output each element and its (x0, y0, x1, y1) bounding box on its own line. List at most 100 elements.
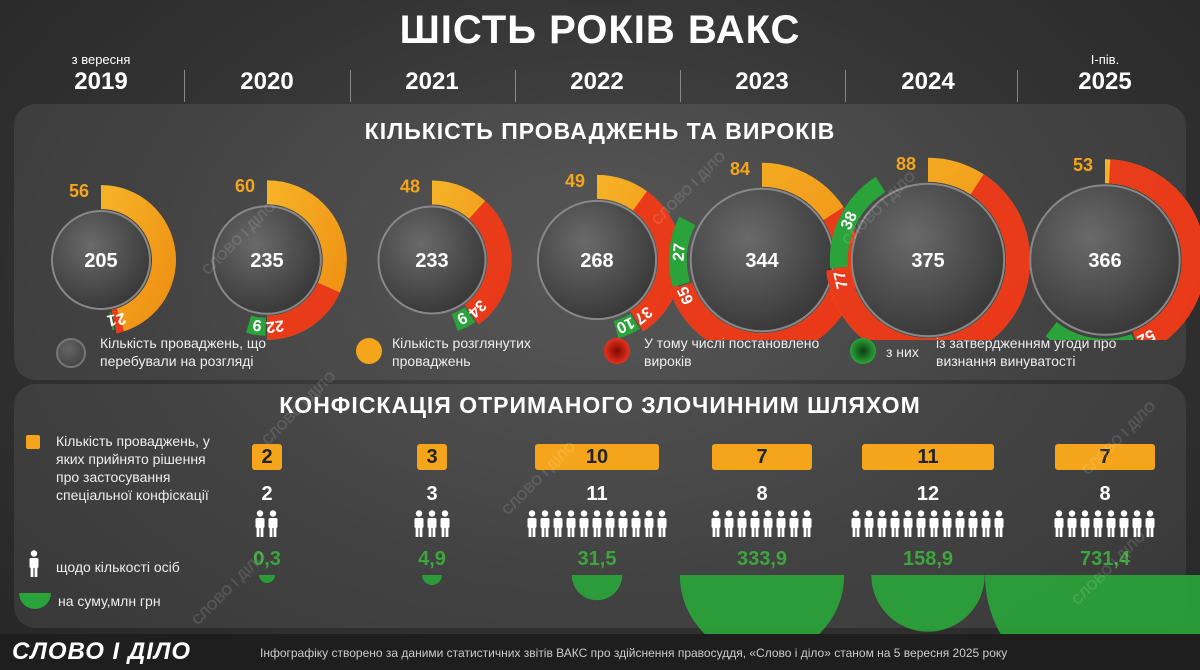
agreements-value: 9 (252, 316, 263, 334)
year-label-2023: 2023 (682, 52, 842, 100)
year-label-2024: 2024 (848, 52, 1008, 100)
year-value: 2020 (240, 68, 294, 95)
agreements-arc (829, 176, 886, 269)
person-icon (592, 510, 601, 537)
agreements-value: 1 (105, 310, 117, 328)
person-icons (527, 510, 666, 537)
person-icon (929, 510, 939, 537)
pending-value: 235 (250, 250, 283, 272)
person-icon (1067, 510, 1077, 537)
year-label-2022: 2022 (517, 52, 677, 100)
footer: СЛОВО І ДІЛО Інфографіку створено за дан… (0, 634, 1200, 670)
verdicts-value: 65 (675, 283, 698, 306)
person-icon (724, 510, 734, 537)
section-title-cases: КІЛЬКІСТЬ ПРОВАДЖЕНЬ ТА ВИРОКІВ (364, 118, 836, 144)
year-value: 2023 (735, 68, 789, 95)
person-icon (750, 510, 760, 537)
sum-semicircle-2024 (871, 575, 985, 632)
cases-box: 7 (712, 444, 812, 470)
section-title-confiscation: КОНФІСКАЦІЯ ОТРИМАНОГО ЗЛОЧИННИМ ШЛЯХОМ (279, 392, 921, 418)
person-icon (942, 510, 952, 537)
person-icon (1054, 510, 1064, 537)
year-value: 2025 (1078, 68, 1132, 95)
year-value: 2019 (74, 68, 128, 95)
conf-sum-label: на суму,млн грн (58, 593, 161, 609)
persons-count: 3 (426, 483, 438, 505)
year-label-2019: з вересня 2019 (21, 52, 181, 100)
persons-count: 8 (1099, 483, 1111, 505)
year-rings-2024: 375 88 77 38 (826, 154, 1031, 340)
year-label-2021: 2021 (352, 52, 512, 100)
conf-cases-label: Кількість проваджень, у яких прийнято рі… (56, 433, 210, 503)
semicircle-icon (19, 593, 51, 609)
person-icon (802, 510, 812, 537)
year-value: 2021 (405, 68, 459, 95)
person-icon (29, 550, 39, 577)
person-icon (527, 510, 536, 537)
sum-value: 31,5 (577, 548, 617, 570)
person-icon (763, 510, 773, 537)
pending-value: 233 (415, 250, 448, 272)
person-icon (890, 510, 900, 537)
year-label-2025: І-пів. 2025 (1025, 52, 1185, 100)
person-icon (618, 510, 627, 537)
agreements-arc (613, 313, 640, 339)
person-icon (255, 510, 265, 537)
page-title: ШІСТЬ РОКІВ ВАКС (399, 8, 801, 52)
agreements-arc (451, 307, 476, 331)
person-icon (631, 510, 640, 537)
year-separator (514, 70, 516, 102)
person-icon (1119, 510, 1129, 537)
person-icon (737, 510, 747, 537)
year-rings-2020: 235 60 229 (212, 176, 347, 340)
persons-count: 11 (586, 483, 608, 505)
cases-box: 11 (862, 444, 994, 470)
pending-circle (212, 205, 322, 315)
person-icon (789, 510, 799, 537)
person-icon (1093, 510, 1103, 537)
verdicts-arc (630, 191, 683, 332)
person-icon (427, 510, 436, 537)
legend-verdicts-icon (604, 338, 630, 364)
verdicts-arc (111, 308, 125, 334)
verdicts-arc (267, 282, 340, 340)
considered-value: 49 (565, 171, 585, 191)
year-separator (349, 70, 351, 102)
considered-value: 84 (730, 159, 750, 179)
year-separator (184, 70, 185, 102)
sum-value: 333,9 (736, 548, 788, 570)
person-icon (711, 510, 721, 537)
sum-value: 0,3 (253, 548, 281, 570)
year-header: з вересня 2019 2020 2021 2022 2023 2024 І-пів. 2… (20, 52, 1180, 102)
person-icons (1054, 510, 1155, 537)
conf-cases-icon (26, 435, 40, 449)
pending-value: 366 (1088, 250, 1121, 272)
considered-value: 53 (1073, 155, 1093, 175)
considered-value: 48 (400, 177, 420, 197)
verdicts-value: 77 (831, 269, 852, 290)
verdicts-arc (464, 200, 512, 325)
person-icon (864, 510, 874, 537)
person-icon (657, 510, 666, 537)
person-icon (1132, 510, 1142, 537)
person-icon (1080, 510, 1090, 537)
conf-persons-label: щодо кількості осіб (56, 559, 180, 575)
agreements-value: 38 (838, 209, 861, 232)
person-icon (1106, 510, 1116, 537)
agreements-arc (109, 312, 115, 331)
legend-considered-icon (356, 338, 382, 364)
person-icon (981, 510, 991, 537)
person-icon (776, 510, 786, 537)
pending-value: 268 (580, 250, 613, 272)
pending-value: 344 (745, 250, 779, 272)
sum-value: 158,9 (902, 548, 954, 570)
legend-pending-label: Кількість проваджень, що перебували на р… (100, 335, 267, 369)
year-value: 2024 (901, 68, 955, 95)
person-icons (255, 510, 278, 537)
year-prefix: І-пів. (1090, 52, 1120, 67)
legend-of-them-label: з них (886, 344, 919, 360)
person-icons (851, 510, 1004, 537)
